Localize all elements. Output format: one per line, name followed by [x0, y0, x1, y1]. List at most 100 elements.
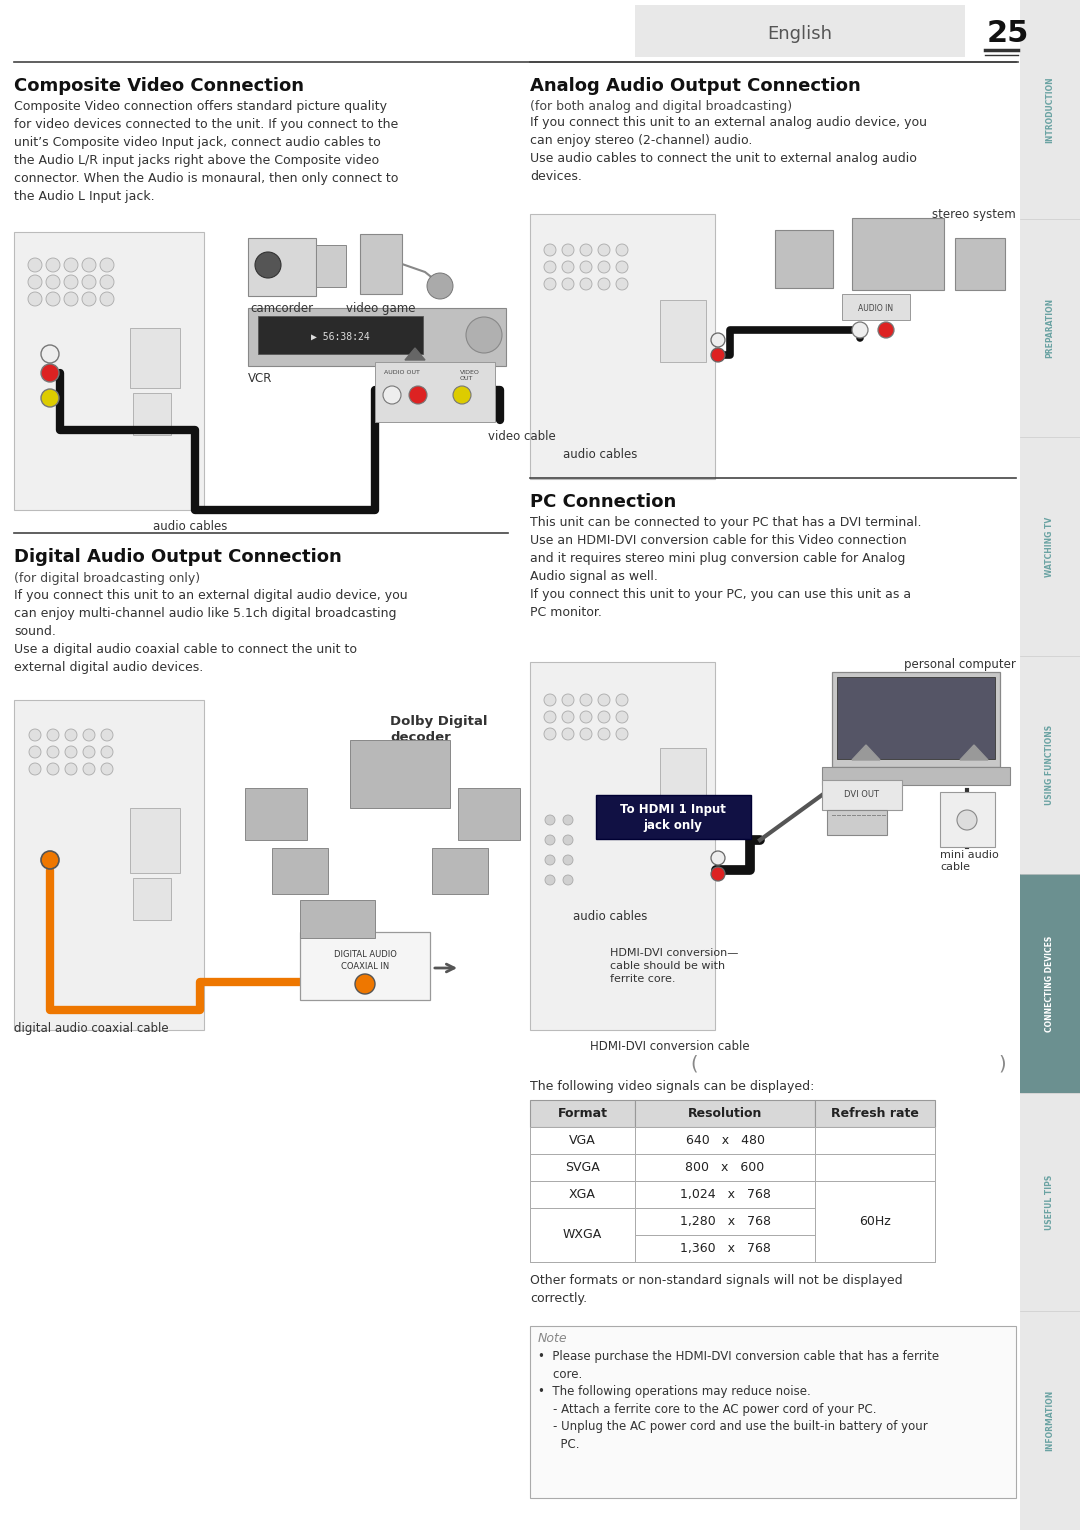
Circle shape [545, 835, 555, 845]
Circle shape [427, 272, 453, 298]
Circle shape [100, 275, 114, 289]
Bar [635, 1100, 815, 1128]
Circle shape [563, 855, 573, 864]
Bar [530, 1209, 635, 1235]
Bar [815, 1128, 935, 1154]
Circle shape [41, 344, 59, 363]
Text: 60Hz: 60Hz [859, 1215, 891, 1229]
Bar [822, 780, 902, 809]
Circle shape [100, 259, 114, 272]
Circle shape [65, 728, 77, 741]
Text: English: English [768, 24, 833, 43]
Circle shape [83, 747, 95, 757]
Text: Refresh rate: Refresh rate [832, 1108, 919, 1120]
Text: (for both analog and digital broadcasting): (for both analog and digital broadcastin… [530, 99, 792, 113]
Bar [827, 809, 887, 835]
Circle shape [580, 243, 592, 256]
Circle shape [580, 728, 592, 741]
Text: digital audio coaxial cable: digital audio coaxial cable [14, 1022, 168, 1034]
Circle shape [562, 262, 573, 272]
Bar [815, 1100, 935, 1128]
Bar [245, 788, 307, 840]
Bar [940, 793, 995, 848]
Circle shape [545, 855, 555, 864]
Text: 1,024   x   768: 1,024 x 768 [679, 1187, 770, 1201]
Text: WATCHING TV: WATCHING TV [1045, 516, 1054, 577]
Text: This unit can be connected to your PC that has a DVI terminal.
Use an HDMI-DVI c: This unit can be connected to your PC th… [530, 516, 921, 620]
Circle shape [616, 695, 627, 705]
Text: To HDMI 1 Input
jack only: To HDMI 1 Input jack only [620, 803, 726, 831]
Bar [635, 5, 966, 57]
Text: Note: Note [538, 1333, 568, 1345]
Circle shape [616, 728, 627, 741]
Text: VGA: VGA [569, 1134, 596, 1148]
Circle shape [580, 278, 592, 291]
Bar [1020, 0, 1080, 1530]
Bar [815, 1235, 935, 1262]
Bar [842, 294, 910, 320]
Bar [258, 317, 423, 353]
Polygon shape [852, 745, 880, 760]
Circle shape [580, 695, 592, 705]
Circle shape [562, 243, 573, 256]
Text: USING FUNCTIONS: USING FUNCTIONS [1045, 725, 1054, 805]
Circle shape [544, 262, 556, 272]
Bar [130, 327, 180, 389]
Bar [635, 1154, 815, 1181]
Circle shape [409, 386, 427, 404]
Circle shape [28, 259, 42, 272]
Circle shape [65, 747, 77, 757]
Circle shape [102, 763, 113, 776]
Bar [1020, 656, 1080, 874]
Circle shape [355, 975, 375, 994]
Bar [300, 900, 375, 938]
Bar [596, 796, 751, 838]
Text: HDMI-DVI conversion cable: HDMI-DVI conversion cable [590, 1040, 750, 1053]
Text: 1,280   x   768: 1,280 x 768 [679, 1215, 770, 1229]
Circle shape [41, 851, 59, 869]
Polygon shape [405, 347, 426, 360]
Circle shape [580, 262, 592, 272]
Circle shape [65, 763, 77, 776]
Text: HDMI-DVI conversion—
cable should be with
ferrite core.: HDMI-DVI conversion— cable should be wit… [610, 949, 739, 984]
Bar [635, 1128, 815, 1154]
Text: DIGITAL AUDIO
COAXIAL IN: DIGITAL AUDIO COAXIAL IN [334, 950, 396, 972]
Bar [133, 393, 171, 435]
Bar [822, 767, 1010, 785]
Bar [248, 239, 316, 295]
Text: audio cables: audio cables [152, 520, 227, 532]
Circle shape [29, 747, 41, 757]
Circle shape [545, 815, 555, 825]
Text: 640   x   480: 640 x 480 [686, 1134, 765, 1148]
Bar [432, 848, 488, 894]
Circle shape [544, 278, 556, 291]
Text: 25: 25 [987, 18, 1029, 47]
Bar [635, 1181, 815, 1209]
Text: WXGA: WXGA [563, 1229, 603, 1241]
Text: 800   x   600: 800 x 600 [686, 1161, 765, 1174]
Circle shape [563, 875, 573, 884]
Text: VCR: VCR [248, 372, 272, 386]
Circle shape [28, 292, 42, 306]
Circle shape [580, 711, 592, 724]
Circle shape [598, 711, 610, 724]
Circle shape [878, 321, 894, 338]
Polygon shape [960, 745, 988, 760]
Bar [815, 1209, 935, 1235]
Bar [300, 932, 430, 1001]
Circle shape [48, 763, 59, 776]
Text: PREPARATION: PREPARATION [1045, 298, 1054, 358]
Bar [133, 878, 171, 920]
Circle shape [562, 728, 573, 741]
Bar [14, 701, 204, 1030]
Circle shape [562, 278, 573, 291]
Bar [1020, 219, 1080, 438]
Bar [852, 217, 944, 291]
Circle shape [711, 347, 725, 363]
Bar [955, 239, 1005, 291]
Circle shape [46, 275, 60, 289]
Circle shape [100, 292, 114, 306]
Bar [1020, 438, 1080, 656]
Text: The following video signals can be displayed:: The following video signals can be displ… [530, 1080, 814, 1092]
Bar [815, 1181, 935, 1209]
